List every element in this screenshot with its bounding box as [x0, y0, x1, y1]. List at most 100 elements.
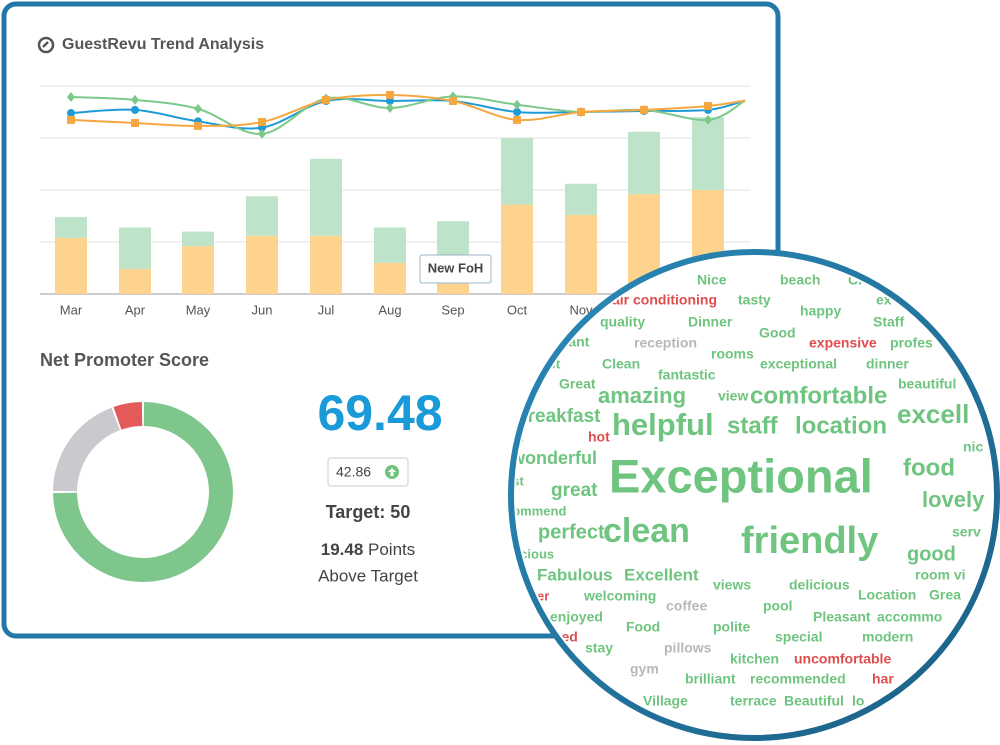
nps-title: Net Promoter Score — [40, 350, 209, 370]
x-tick-label: Jul — [318, 302, 335, 317]
line-marker — [131, 94, 139, 105]
word: uncomfortable — [794, 651, 891, 667]
bar-segment — [310, 235, 342, 294]
word: Good — [759, 325, 796, 341]
word: Nice — [697, 272, 727, 288]
line-marker — [704, 101, 712, 110]
bar-segment — [119, 227, 151, 270]
line-marker — [67, 115, 75, 124]
word: accommo — [877, 609, 942, 625]
x-tick-label: Nov — [569, 302, 593, 317]
bar-segment — [501, 138, 533, 205]
word: hot — [588, 429, 610, 445]
word: great — [551, 480, 598, 501]
word: air conditioning — [612, 292, 717, 308]
word: Food — [626, 619, 660, 635]
word: Exceptional — [609, 449, 873, 502]
word: delicious — [789, 577, 850, 593]
line-marker — [67, 109, 75, 118]
x-tick-label: Mar — [60, 302, 83, 317]
word: perfect — [538, 521, 605, 543]
bar-segment — [565, 183, 597, 215]
word: Village — [643, 693, 688, 709]
bar-segment — [55, 217, 87, 238]
word: excell — [897, 399, 969, 429]
target: Target: 50 — [326, 502, 411, 522]
donut-segment — [113, 402, 143, 430]
word: quality — [600, 314, 645, 330]
word: enjoyed — [550, 609, 603, 625]
line-marker — [258, 117, 266, 126]
word: modern — [862, 629, 913, 645]
bar-segment — [374, 262, 406, 294]
x-tick-label: Sep — [441, 302, 464, 317]
title-icon — [37, 36, 55, 54]
word: est — [505, 473, 524, 488]
word: beach — [780, 272, 820, 288]
word: welcoming — [583, 588, 656, 604]
word: staff — [727, 412, 779, 439]
bar-segment — [437, 283, 469, 294]
word: Dinner — [688, 314, 733, 330]
line-marker — [449, 96, 457, 105]
word: coffee — [666, 598, 707, 614]
word: commend — [505, 503, 566, 518]
word: pacious — [505, 546, 554, 561]
line-marker — [131, 105, 139, 114]
difference: 19.48 — [321, 540, 364, 559]
word: friendly — [741, 520, 878, 562]
line-marker — [131, 119, 139, 128]
word: room vi — [915, 567, 966, 583]
word: views — [713, 577, 751, 593]
word: lo — [852, 693, 864, 709]
x-tick-label: Jun — [252, 302, 273, 317]
word: gym — [630, 661, 659, 677]
x-tick-label: May — [186, 302, 211, 317]
word: recommended — [750, 671, 846, 687]
previous-box — [327, 457, 409, 487]
line-marker — [322, 95, 330, 104]
word: dinner — [866, 356, 909, 372]
word: beautiful — [898, 376, 956, 392]
word: exceptional — [760, 356, 837, 372]
word: stay — [585, 640, 613, 656]
word: rooms — [711, 346, 754, 362]
bar-segment — [246, 235, 278, 294]
word: location — [795, 412, 887, 439]
bar-segment — [374, 227, 406, 263]
bar-segment — [182, 231, 214, 247]
bar-segment — [182, 246, 214, 294]
word: good — [907, 543, 956, 565]
word: special — [775, 629, 822, 645]
previous-score: 42.86 — [336, 464, 371, 480]
annotation-box — [419, 254, 492, 284]
trend-chart: Mar Apr May Jun Jul Aug Sep Oct Nov New FoH — [40, 85, 750, 317]
word-cloud-circle — [508, 249, 1000, 741]
card-title: GuestRevu Trend Analysis — [62, 36, 264, 53]
bar-segment — [501, 204, 533, 294]
word: expensive — [809, 335, 877, 351]
word: Location — [858, 587, 916, 603]
line-marker — [513, 115, 521, 124]
difference-line: 19.48 Points — [321, 540, 416, 559]
x-tick-label: Oct — [507, 302, 528, 317]
word: Great — [559, 376, 596, 392]
x-tick-label: Apr — [125, 302, 146, 317]
line-marker — [577, 108, 585, 116]
bar-segment — [692, 117, 724, 190]
bar-segment — [565, 214, 597, 294]
word: Fabulous — [537, 565, 613, 584]
line-marker — [704, 114, 712, 125]
word: helpful — [612, 407, 714, 442]
word: reception — [634, 335, 697, 351]
word: comfortable — [750, 382, 887, 409]
word: fantastic — [658, 367, 716, 383]
word: brilliant — [685, 671, 736, 687]
donut-segment — [53, 407, 120, 492]
difference-text: Above Target — [318, 566, 418, 585]
word: breakfast — [516, 406, 601, 427]
bar-segment — [310, 158, 342, 236]
word: wonderful — [510, 448, 597, 468]
